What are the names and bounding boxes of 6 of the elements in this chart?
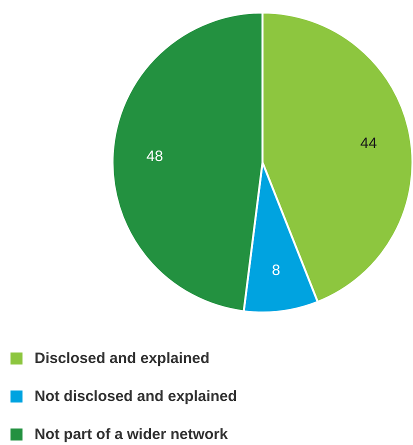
data-label: 48 xyxy=(146,148,164,166)
data-label: 8 xyxy=(272,262,280,280)
legend-label: Disclosed and explained xyxy=(34,350,210,367)
legend-label: Not disclosed and explained xyxy=(34,388,238,405)
legend-label: Not part of a wider network xyxy=(34,426,229,443)
data-label: 44 xyxy=(360,134,377,152)
